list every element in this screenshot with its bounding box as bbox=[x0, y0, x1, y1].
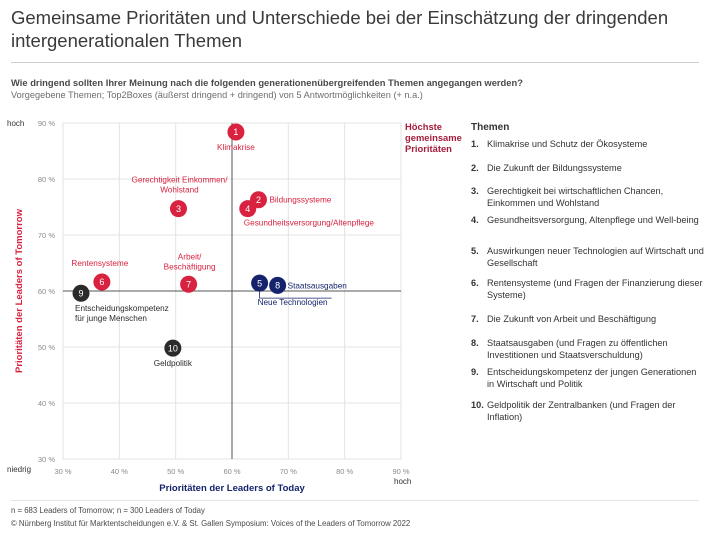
data-point-label: Geldpolitik bbox=[154, 359, 193, 368]
quadrant-label: Höchste bbox=[405, 121, 442, 132]
data-point-label: Neue Technologien bbox=[258, 298, 328, 307]
legend-number: 6. bbox=[471, 278, 479, 288]
data-point-7 bbox=[180, 275, 198, 293]
y-axis-high-label: hoch bbox=[7, 119, 24, 128]
y-tick-label: 70 % bbox=[38, 231, 55, 240]
data-point-number: 7 bbox=[186, 279, 191, 289]
data-point-number: 2 bbox=[256, 195, 261, 205]
legend-text: Klimakrise und Schutz der Ökosysteme bbox=[487, 139, 648, 149]
data-point-label: für junge Menschen bbox=[75, 314, 147, 323]
data-point-number: 5 bbox=[257, 278, 262, 288]
survey-question: Wie dringend sollten Ihrer Meinung nach … bbox=[11, 77, 523, 88]
data-point-3 bbox=[169, 200, 187, 218]
data-point-4 bbox=[239, 200, 257, 218]
legend-number: 2. bbox=[471, 163, 479, 173]
x-tick-label: 90 % bbox=[392, 467, 409, 476]
data-point-label: Arbeit/ bbox=[178, 252, 202, 261]
data-point-label: Gesundheitsversorgung/Altenpflege bbox=[244, 219, 375, 228]
data-point-number: 9 bbox=[79, 288, 84, 298]
sample-size-note: n = 683 Leaders of Tomorrow; n = 300 Lea… bbox=[11, 506, 205, 515]
title-divider bbox=[11, 62, 699, 63]
x-tick-label: 40 % bbox=[111, 467, 128, 476]
legend-number: 8. bbox=[471, 338, 479, 348]
x-tick-label: 50 % bbox=[167, 467, 184, 476]
x-tick-label: 30 % bbox=[54, 467, 71, 476]
legend-number: 1. bbox=[471, 139, 479, 149]
source-note: © Nürnberg Institut für Marktentscheidun… bbox=[11, 519, 411, 528]
data-point-9 bbox=[72, 284, 90, 302]
data-point-6 bbox=[93, 273, 111, 291]
data-point-label: Staatsausgaben bbox=[288, 281, 348, 290]
legend-number: 10. bbox=[471, 400, 484, 410]
footer-divider bbox=[11, 500, 699, 501]
quadrant-label: Prioritäten bbox=[405, 143, 452, 154]
data-point-8 bbox=[269, 276, 287, 294]
x-tick-label: 60 % bbox=[223, 467, 240, 476]
data-point-1 bbox=[227, 123, 245, 141]
data-point-label: Beschäftigung bbox=[164, 262, 216, 271]
data-point-number: 1 bbox=[233, 127, 238, 137]
axis-low-label: niedrig bbox=[7, 465, 31, 474]
data-point-10 bbox=[164, 339, 182, 357]
y-tick-label: 30 % bbox=[38, 455, 55, 464]
data-point-label: Rentensysteme bbox=[71, 259, 128, 268]
callout-line bbox=[259, 291, 332, 299]
x-axis-title: Prioritäten der Leaders of Today bbox=[159, 483, 305, 494]
x-axis-high-label: hoch bbox=[394, 477, 411, 486]
data-point-label: Gerechtigkeit Einkommen/ bbox=[131, 176, 228, 185]
y-tick-label: 80 % bbox=[38, 175, 55, 184]
data-point-number: 6 bbox=[99, 277, 104, 287]
data-point-label: Entscheidungskompetenz bbox=[75, 304, 169, 313]
y-tick-label: 60 % bbox=[38, 287, 55, 296]
legend-text: Geldpolitik der Zentralbanken (und Frage… bbox=[487, 400, 676, 423]
y-tick-label: 90 % bbox=[38, 119, 55, 128]
y-axis-title: Prioritäten der Leaders of Tomorrow bbox=[14, 208, 25, 373]
legend-text: Die Zukunft von Arbeit und Beschäftigung bbox=[487, 314, 657, 324]
legend-text: Entscheidungskompetenz der jungen Genera… bbox=[487, 367, 697, 390]
data-point-label: Bildungssysteme bbox=[269, 196, 331, 205]
legend-title: Themen bbox=[471, 122, 510, 133]
legend-text: Auswirkungen neuer Technologien auf Wirt… bbox=[487, 246, 704, 269]
data-point-number: 10 bbox=[168, 343, 178, 353]
method-note: Vorgegebene Themen; Top2Boxes (äußerst d… bbox=[11, 90, 423, 100]
legend-number: 7. bbox=[471, 314, 479, 324]
x-tick-label: 80 % bbox=[336, 467, 353, 476]
legend-text: Gerechtigkeit bei wirtschaftlichen Chanc… bbox=[487, 186, 664, 209]
chart-title: Gemeinsame Prioritäten und Unterschiede … bbox=[11, 7, 669, 51]
y-tick-label: 50 % bbox=[38, 343, 55, 352]
data-point-label: Wohlstand bbox=[160, 186, 199, 195]
y-tick-label: 40 % bbox=[38, 399, 55, 408]
legend-text: Die Zukunft der Bildungssysteme bbox=[487, 163, 622, 173]
data-point-number: 3 bbox=[176, 204, 181, 214]
data-point-5 bbox=[251, 274, 269, 292]
quadrant-label: gemeinsame bbox=[405, 132, 462, 143]
legend-text: Rentensysteme (und Fragen der Finanzieru… bbox=[487, 278, 703, 301]
data-point-label: Klimakrise bbox=[217, 143, 255, 152]
data-point-number: 4 bbox=[245, 204, 250, 214]
legend-number: 4. bbox=[471, 215, 479, 225]
legend-number: 9. bbox=[471, 367, 479, 377]
legend-number: 5. bbox=[471, 246, 479, 256]
legend-text: Gesundheitsversorgung, Altenpflege und W… bbox=[487, 215, 699, 225]
legend-number: 3. bbox=[471, 186, 479, 196]
x-tick-label: 70 % bbox=[280, 467, 297, 476]
data-point-number: 8 bbox=[275, 281, 280, 291]
legend-text: Staatsausgaben (und Fragen zu öffentlich… bbox=[487, 338, 668, 361]
